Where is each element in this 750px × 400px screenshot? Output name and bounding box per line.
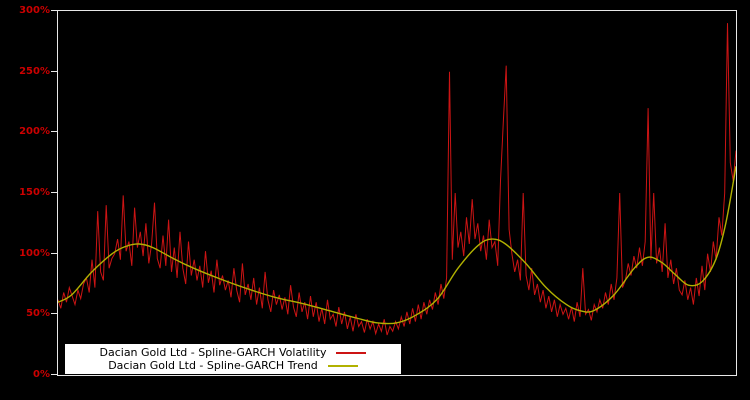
plot-area (57, 10, 737, 376)
y-axis-tick-mark (51, 374, 57, 375)
y-axis-tick-label: 250% (19, 65, 50, 77)
y-axis-tick-label: 150% (19, 187, 50, 198)
series-trend (58, 166, 736, 325)
y-axis-tick-mark (51, 10, 57, 11)
legend-line-volatility (336, 351, 367, 354)
legend-item-volatility: Dacian Gold Ltd - Spline-GARCH Volatilit… (69, 346, 397, 359)
legend-label-trend: Dacian Gold Ltd - Spline-GARCH Trend (108, 359, 318, 372)
y-axis-tick-mark (51, 131, 57, 133)
y-axis-tick-mark (51, 192, 57, 193)
y-axis-tick-label: 200% (19, 126, 50, 138)
y-axis-tick-mark (51, 70, 57, 72)
y-axis-tick-mark (51, 313, 57, 315)
legend-item-trend: Dacian Gold Ltd - Spline-GARCH Trend (69, 359, 397, 372)
y-axis-tick-label: 100% (19, 247, 50, 259)
series-volatility (58, 23, 736, 336)
legend: Dacian Gold Ltd - Spline-GARCH Volatilit… (65, 344, 401, 374)
y-axis-tick-mark (51, 252, 57, 254)
y-axis-tick-label: 0% (33, 369, 50, 380)
plot-svg (58, 23, 736, 336)
legend-line-trend (327, 364, 358, 367)
y-axis-tick-label: 50% (26, 308, 50, 320)
legend-label-volatility: Dacian Gold Ltd - Spline-GARCH Volatilit… (99, 346, 327, 359)
y-axis-tick-label: 300% (19, 5, 50, 16)
